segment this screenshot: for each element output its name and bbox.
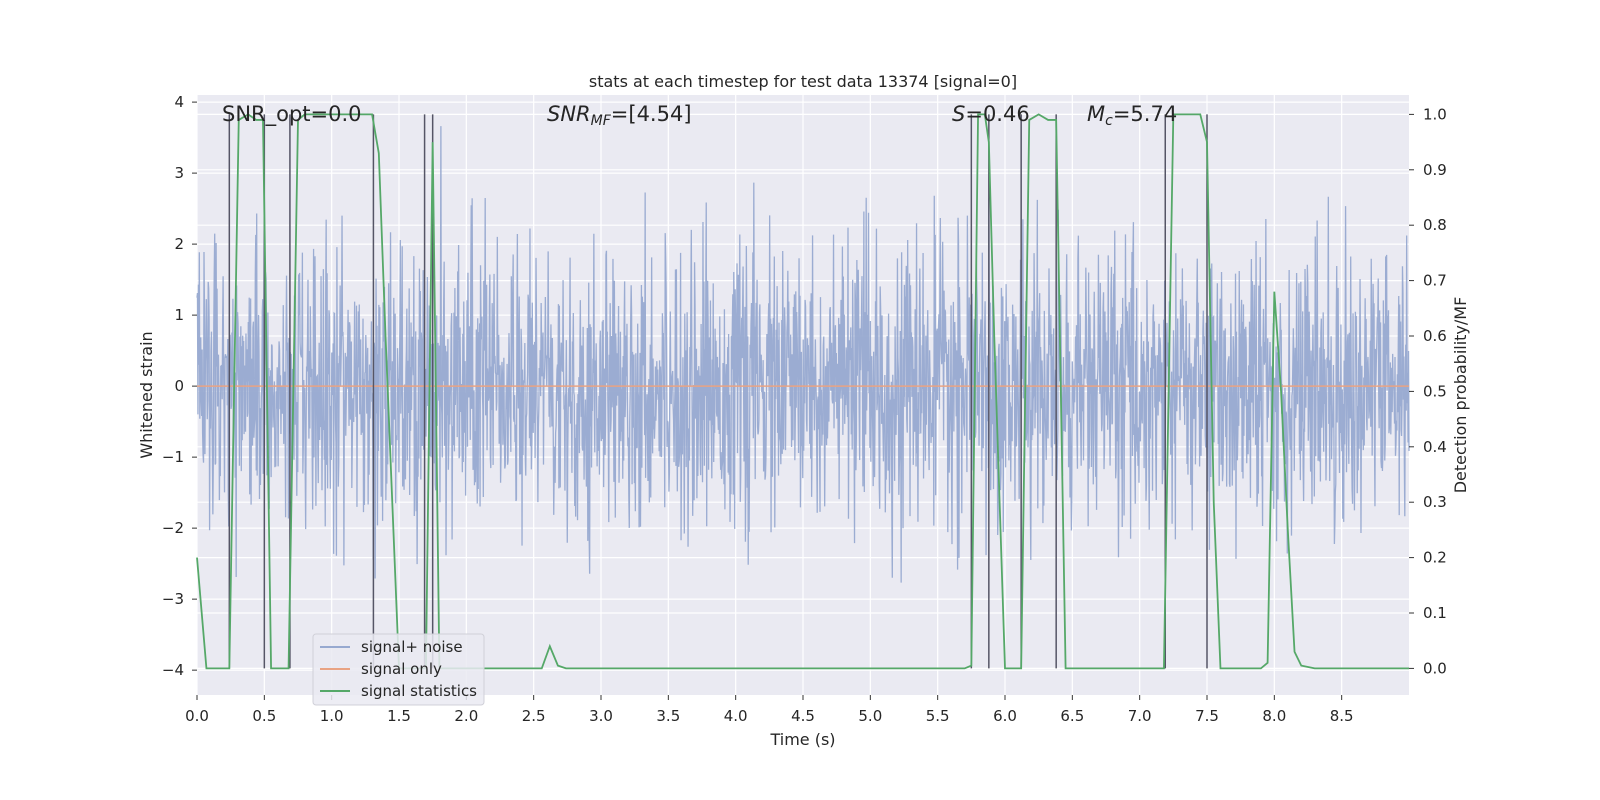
x-tick-label: 8.0 <box>1262 707 1286 725</box>
y-tick-label: 4 <box>174 93 184 111</box>
x-tick-label: 2.5 <box>522 707 546 725</box>
annotation-snr-opt: SNR_opt=0.0 <box>222 102 362 127</box>
y-tick-label: 3 <box>174 164 184 182</box>
x-tick-label: 6.0 <box>993 707 1017 725</box>
annotation-snr-mf-subscript: MF <box>591 113 612 129</box>
y-tick-label: −3 <box>162 590 184 608</box>
y-right-tick-label: 0.3 <box>1423 493 1447 511</box>
y-tick-label: −1 <box>162 448 184 466</box>
y-right-tick-label: 0.6 <box>1423 327 1447 345</box>
y-right-axis-label: Detection probability/MF <box>1451 297 1470 494</box>
x-tick-labels: 0.0 0.5 1.0 1.5 2.0 2.5 3.0 3.5 4.0 4.5 5.0 5.5 6.0 6… <box>185 695 1354 725</box>
y-right-tick-label: 0.8 <box>1423 216 1447 234</box>
y-tick-label: 0 <box>174 377 184 395</box>
y-right-tick-labels: 1.0 0.9 0.8 0.7 0.6 0.5 0.4 0.3 0.2 0.1 0.0 <box>1409 105 1447 677</box>
chart-title: stats at each timestep for test data 133… <box>589 72 1017 91</box>
y-right-tick-label: 0.7 <box>1423 272 1447 290</box>
y-tick-labels: 4 3 2 1 0 −1 −2 −3 −4 <box>162 93 197 679</box>
y-right-tick-label: 1.0 <box>1423 105 1447 123</box>
y-right-tick-label: 0.2 <box>1423 549 1447 567</box>
x-tick-label: 5.5 <box>926 707 950 725</box>
y-tick-label: −4 <box>162 661 184 679</box>
y-right-tick-label: 0.9 <box>1423 161 1447 179</box>
x-tick-label: 3.5 <box>656 707 680 725</box>
y-tick-label: −2 <box>162 519 184 537</box>
annotation-snr-mf-symbol: SNR <box>547 102 591 126</box>
y-right-tick-label: 0.4 <box>1423 438 1447 456</box>
y-right-tick-label: 0.0 <box>1423 659 1447 677</box>
x-tick-label: 6.5 <box>1060 707 1084 725</box>
legend: signal+ noise signal only signal statist… <box>312 633 485 706</box>
x-tick-label: 7.5 <box>1195 707 1219 725</box>
legend-label-signal-plus-noise: signal+ noise <box>361 638 463 656</box>
y-tick-label: 1 <box>174 306 184 324</box>
annotation-snr-mf-value: =[4.54] <box>611 102 692 126</box>
legend-label-signal-statistics: signal statistics <box>361 682 477 700</box>
annotation-mc-value: =5.74 <box>1113 102 1177 126</box>
series-signal-statistics <box>196 113 1409 670</box>
y-tick-label: 2 <box>174 235 184 253</box>
annotation-s-symbol: S <box>952 102 965 126</box>
legend-label-signal-only: signal only <box>361 660 442 678</box>
x-tick-label: 1.5 <box>387 707 411 725</box>
annotation-snr-mf: SNRMF=[4.54] <box>547 102 692 129</box>
x-tick-label: 2.0 <box>454 707 478 725</box>
x-tick-label: 4.0 <box>724 707 748 725</box>
annotation-mc: Mc=5.74 <box>1087 102 1177 129</box>
x-tick-label: 8.5 <box>1330 707 1354 725</box>
annotation-s: S=0.46 <box>952 102 1030 126</box>
x-tick-label: 0.5 <box>252 707 276 725</box>
y-axis-label: Whitened strain <box>137 331 156 458</box>
x-tick-label: 3.0 <box>589 707 613 725</box>
annotation-mc-subscript: c <box>1105 113 1113 129</box>
annotation-mc-symbol: M <box>1087 102 1105 126</box>
x-tick-label: 1.0 <box>320 707 344 725</box>
signal-statistics-line <box>196 113 1409 670</box>
y-right-tick-label: 0.1 <box>1423 604 1447 622</box>
x-tick-label: 7.0 <box>1128 707 1152 725</box>
x-tick-label: 5.0 <box>858 707 882 725</box>
x-axis-label: Time (s) <box>769 730 835 749</box>
x-tick-label: 4.5 <box>791 707 815 725</box>
annotation-s-value: =0.46 <box>965 102 1029 126</box>
y-right-tick-label: 0.5 <box>1423 382 1447 400</box>
x-tick-label: 0.0 <box>185 707 209 725</box>
